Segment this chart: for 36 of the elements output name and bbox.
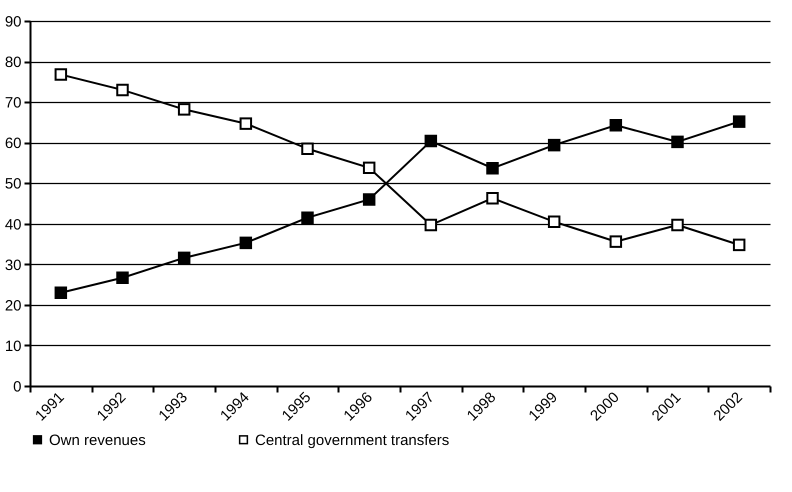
- y-tick-label: 30: [4, 256, 22, 274]
- point: [424, 134, 438, 148]
- point: [116, 271, 129, 284]
- point: [671, 218, 684, 232]
- point: [301, 142, 314, 155]
- point: [301, 211, 314, 224]
- point: [54, 286, 68, 299]
- point: [178, 252, 190, 264]
- point: [732, 115, 746, 128]
- legend-label: Own revenues: [49, 432, 146, 449]
- y-tick-label: 0: [13, 378, 22, 396]
- point: [486, 192, 499, 204]
- legend-label: Central government transfers: [255, 432, 450, 449]
- y-tick-label: 50: [4, 176, 22, 193]
- point: [486, 162, 499, 174]
- point: [240, 236, 252, 250]
- point: [178, 103, 190, 116]
- point: [610, 235, 622, 248]
- point: [424, 218, 438, 232]
- point: [362, 162, 376, 174]
- y-tick-label: 60: [4, 135, 22, 152]
- point: [548, 138, 560, 152]
- point: [116, 84, 129, 96]
- point: [610, 118, 622, 132]
- y-tick-label: 80: [4, 54, 22, 72]
- point: [54, 68, 68, 81]
- y-tick-label: 70: [4, 94, 22, 112]
- point: [240, 117, 252, 130]
- y-tick-label: 90: [4, 14, 22, 30]
- point: [548, 216, 560, 228]
- y-tick-label: 10: [4, 338, 22, 355]
- point: [362, 193, 376, 206]
- y-tick-label: 40: [4, 216, 22, 234]
- point: [732, 238, 746, 252]
- y-tick-label: 20: [4, 297, 22, 314]
- point: [671, 136, 684, 148]
